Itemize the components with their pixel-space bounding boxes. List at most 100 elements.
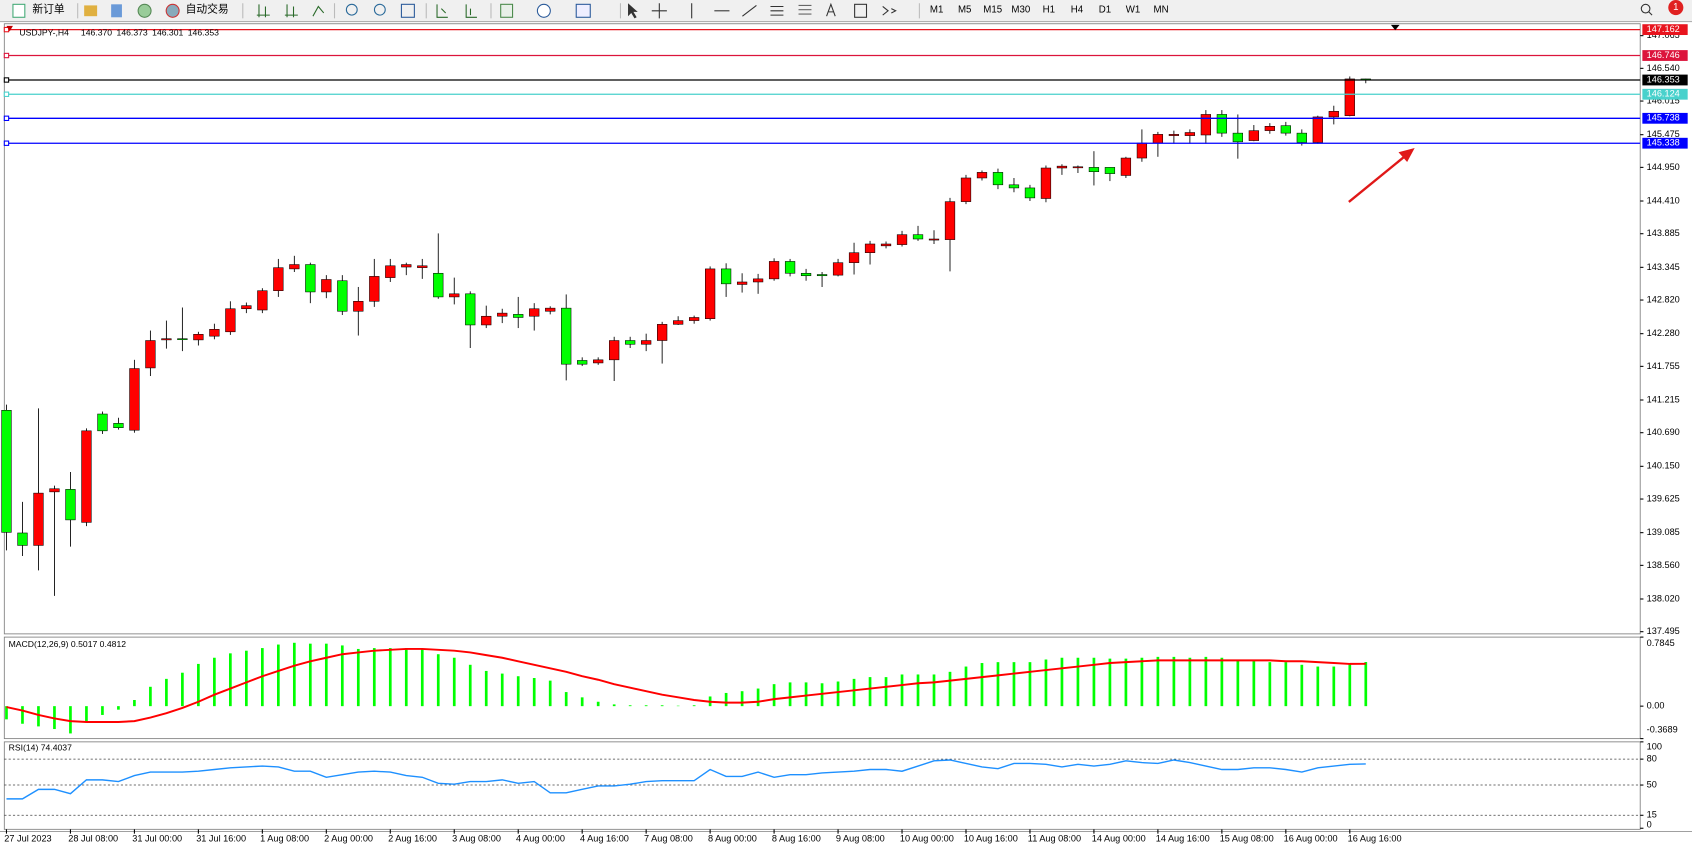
x-tick-label: 2 Aug 16:00 xyxy=(388,833,437,843)
x-tick-label: 11 Aug 08:00 xyxy=(1028,833,1081,843)
label-icon[interactable] xyxy=(854,3,868,18)
line-icon[interactable] xyxy=(312,5,325,17)
candle-body xyxy=(145,340,156,369)
chart-type-icons[interactable] xyxy=(256,4,325,18)
candle-body xyxy=(33,492,44,546)
candle-body xyxy=(625,340,636,345)
zoom-out-icon[interactable] xyxy=(373,3,386,16)
candle-body xyxy=(1040,167,1052,199)
x-tick-label: 10 Aug 16:00 xyxy=(964,833,1018,843)
level-label-bg xyxy=(1642,24,1688,36)
fibo-icon[interactable] xyxy=(798,4,812,15)
zoom-in-icon[interactable] xyxy=(345,3,358,16)
timeframe-button[interactable]: W1 xyxy=(1126,4,1141,15)
level-label: 146.353 xyxy=(1647,74,1680,84)
search-icon-handle xyxy=(1648,11,1653,16)
candle-body xyxy=(561,307,572,365)
candle-body xyxy=(161,338,172,341)
candle-body xyxy=(97,413,108,432)
candle-body xyxy=(433,272,444,298)
chart-title: USDJPY-,H4 xyxy=(19,28,69,38)
chart-shift-marker[interactable] xyxy=(1390,24,1400,31)
trendline-icon[interactable] xyxy=(742,4,757,17)
level-handle xyxy=(3,26,10,33)
notification-badge[interactable] xyxy=(1668,0,1684,16)
candle-body xyxy=(257,290,268,311)
candle-body xyxy=(1216,114,1227,134)
toolbar-icon[interactable] xyxy=(84,5,98,17)
new-order-label[interactable]: 新订单 xyxy=(32,3,65,16)
tile-icon[interactable] xyxy=(400,3,415,18)
candle-body xyxy=(832,262,844,276)
search-icon[interactable] xyxy=(1640,3,1651,14)
y-tick-label: 80 xyxy=(1647,754,1657,764)
candle-body xyxy=(1168,134,1180,136)
timeframe-button[interactable]: MN xyxy=(1154,4,1169,15)
candle-body xyxy=(1136,142,1148,159)
y-tick-label: 15 xyxy=(1647,810,1657,820)
candle-icon[interactable] xyxy=(284,4,298,18)
templates-icon[interactable] xyxy=(575,3,591,18)
candle-body xyxy=(1232,132,1243,143)
x-tick-label: 16 Aug 16:00 xyxy=(1348,833,1402,843)
candle-body xyxy=(321,279,332,293)
toolbar-icon[interactable] xyxy=(111,4,122,18)
level-label-bg xyxy=(1642,137,1688,149)
timeframe-button[interactable]: D1 xyxy=(1099,4,1111,15)
periods-icon[interactable] xyxy=(536,3,551,18)
timeframe-button[interactable]: M30 xyxy=(1011,4,1030,15)
candle-body xyxy=(1152,134,1164,144)
x-tick-label: 31 Jul 16:00 xyxy=(196,833,246,843)
auto-trading-label[interactable]: 自动交易 xyxy=(186,3,229,16)
timeframe-button[interactable]: H1 xyxy=(1043,4,1055,15)
x-tick-label: 14 Aug 00:00 xyxy=(1092,833,1146,843)
new-order-icon[interactable] xyxy=(12,3,26,18)
candle-body xyxy=(513,314,524,318)
y-tick-label: 139.085 xyxy=(1647,527,1680,537)
candle-body xyxy=(353,301,364,312)
cursor-icon[interactable] xyxy=(628,3,638,19)
candle-body xyxy=(928,238,940,241)
candle-body xyxy=(465,293,476,326)
candle-body xyxy=(225,308,236,333)
candle-body xyxy=(1104,167,1116,174)
timeframes: M1 M5 M15 M30 H1 H4 D1 W1 MN xyxy=(930,4,1169,15)
y-tick-label: 144.410 xyxy=(1647,195,1680,205)
auto-trading-icon[interactable] xyxy=(165,3,180,18)
toolbar-icon[interactable] xyxy=(137,3,152,18)
level-label: 147.162 xyxy=(1647,24,1680,34)
level-label: 145.738 xyxy=(1647,113,1680,123)
text-icon[interactable] xyxy=(826,2,836,17)
ohlc-label: 146.370 xyxy=(81,28,112,38)
channel-icon[interactable] xyxy=(770,5,784,16)
timeframe-button[interactable]: M15 xyxy=(983,4,1002,15)
arrows-icon[interactable] xyxy=(882,6,897,16)
chart-menu-icon[interactable] xyxy=(6,25,13,32)
scroll-icon[interactable] xyxy=(436,4,448,18)
candle-body xyxy=(81,430,92,523)
candle-body xyxy=(305,264,316,293)
plot: 147.065 146.540 146.015 145.475 144.950 144.4… xyxy=(1,24,1688,843)
candle-body xyxy=(673,320,684,325)
candle-body xyxy=(113,423,124,428)
x-tick-label: 9 Aug 08:00 xyxy=(836,833,885,843)
crosshair-icon[interactable] xyxy=(651,3,667,19)
indicators-icon[interactable] xyxy=(500,3,514,18)
bar-chart-icon[interactable] xyxy=(256,4,270,18)
x-tick-label: 15 Aug 08:00 xyxy=(1220,833,1274,843)
timeframe-button[interactable]: M5 xyxy=(958,4,971,15)
ohlc-label: 146.353 xyxy=(188,28,219,38)
candle-body xyxy=(209,329,220,337)
candle-body xyxy=(273,267,284,291)
y-tick-label: 0.00 xyxy=(1647,701,1665,711)
rsi-panel xyxy=(3,741,1641,830)
timeframe-button[interactable]: H4 xyxy=(1071,4,1084,15)
timeframe-button[interactable]: M1 xyxy=(930,4,943,15)
level-handle xyxy=(3,77,10,83)
candle-body xyxy=(800,272,812,277)
level-label: 146.746 xyxy=(1647,50,1680,60)
shift-icon[interactable] xyxy=(465,4,477,18)
level-label: 146.124 xyxy=(1647,89,1680,99)
